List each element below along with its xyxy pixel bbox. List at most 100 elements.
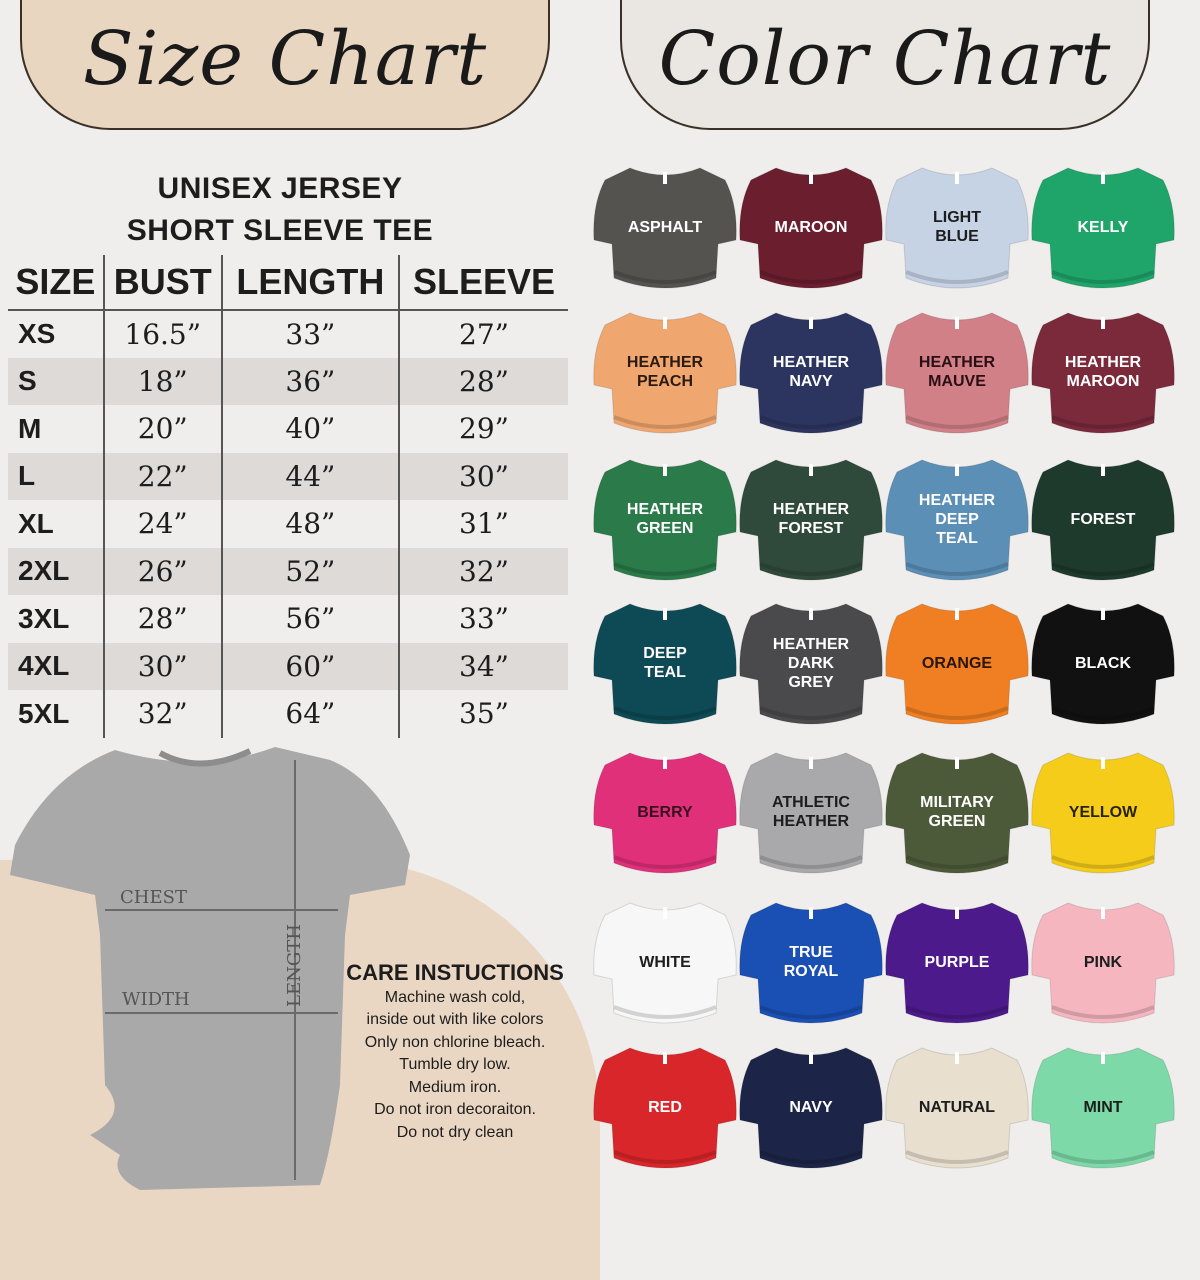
table-row: M 20” 40” 29” <box>8 405 568 453</box>
color-name: HEATHER MAROON <box>1064 354 1142 390</box>
table-cell: S <box>8 357 104 405</box>
color-swatch: TRUE ROYAL <box>736 895 886 1035</box>
table-cell: 34” <box>397 642 568 690</box>
table-cell: 20” <box>102 405 222 453</box>
color-name: HEATHER DARK GREY <box>772 635 850 691</box>
tshirt-icon <box>593 603 737 725</box>
table-cell: 28” <box>102 595 222 643</box>
color-name: HEATHER MAUVE <box>918 354 996 390</box>
color-swatch: ORANGE <box>882 596 1032 736</box>
table-row: 3XL 28” 56” 33” <box>8 595 568 643</box>
table-cell: 26” <box>102 547 222 595</box>
color-swatch: WHITE <box>590 895 740 1035</box>
product-subtitle-1: UNISEX JERSEY <box>157 172 403 205</box>
care-line: Only non chlorine bleach. <box>364 1033 546 1051</box>
table-row: 5XL 32” 64” 35” <box>8 690 568 738</box>
color-swatch: HEATHER PEACH <box>590 305 740 445</box>
tshirt-icon <box>593 459 737 581</box>
tshirt-icon <box>739 902 883 1024</box>
table-cell: 5XL <box>18 697 70 729</box>
color-swatch: BERRY <box>590 745 740 885</box>
tshirt-icon <box>739 167 883 289</box>
table-cell: 30” <box>397 452 568 500</box>
table-cell: 16.5” <box>102 310 222 358</box>
color-swatch: ATHLETIC HEATHER <box>736 745 886 885</box>
color-name: LIGHT BLUE <box>933 209 981 245</box>
color-swatch: HEATHER NAVY <box>736 305 886 445</box>
color-name: HEATHER PEACH <box>626 354 704 390</box>
tshirt-icon <box>885 312 1029 434</box>
column-header: SIZE <box>8 255 104 311</box>
table-row: XS 16.5” 33” 27” <box>8 310 568 358</box>
length-label: LENGTH <box>284 924 305 1007</box>
color-swatch: FOREST <box>1028 452 1178 592</box>
tshirt-icon <box>885 167 1029 289</box>
width-label: WIDTH <box>122 989 190 1010</box>
color-name: ATHLETIC HEATHER <box>772 794 850 830</box>
color-swatch: NATURAL <box>882 1040 1032 1180</box>
color-swatch: HEATHER DARK GREY <box>736 596 886 736</box>
color-name: DEEP TEAL <box>643 645 687 681</box>
table-row: 2XL 26” 52” 32” <box>8 547 568 595</box>
table-cell: 24” <box>102 500 222 548</box>
table-cell: 18” <box>102 357 222 405</box>
tshirt-icon <box>1031 312 1175 434</box>
color-name: HEATHER GREEN <box>626 501 704 537</box>
color-swatch: ASPHALT <box>590 160 740 300</box>
table-cell: 32” <box>102 690 222 738</box>
color-name: MINT <box>1083 1098 1123 1116</box>
table-row: L 22” 44” 30” <box>8 452 568 500</box>
table-cell: 48” <box>220 500 399 548</box>
table-cell: 28” <box>397 357 568 405</box>
tshirt-icon <box>739 1047 883 1169</box>
column-header: SLEEVE <box>397 255 568 311</box>
color-swatch: KELLY <box>1028 160 1178 300</box>
color-swatch: MINT <box>1028 1040 1178 1180</box>
color-name: PURPLE <box>924 953 990 971</box>
color-swatch: HEATHER DEEP TEAL <box>882 452 1032 592</box>
size-table: SIZE BUST LENGTH SLEEVE XS 16.5” 33” 27” S 18” 36”… <box>8 255 568 738</box>
color-name: KELLY <box>1077 218 1129 236</box>
tshirt-icon <box>593 752 737 874</box>
table-cell: 27” <box>397 310 568 358</box>
table-cell: M <box>18 412 42 444</box>
color-swatch: NAVY <box>736 1040 886 1180</box>
table-cell: 36” <box>220 357 399 405</box>
tshirt-icon <box>1031 459 1175 581</box>
color-swatch: PINK <box>1028 895 1178 1035</box>
color-name: HEATHER NAVY <box>772 354 850 390</box>
tshirt-icon <box>885 459 1029 581</box>
tshirt-icon <box>1031 902 1175 1024</box>
table-cell: 3XL <box>18 602 70 634</box>
color-name: NAVY <box>789 1098 833 1116</box>
chest-label: CHEST <box>120 887 187 908</box>
table-cell: 30” <box>102 642 222 690</box>
table-cell: 4XL <box>8 642 104 690</box>
table-cell: 31” <box>397 500 568 548</box>
color-name: NATURAL <box>918 1098 996 1116</box>
care-line: Do not dry clean <box>396 1123 514 1141</box>
color-swatch: PURPLE <box>882 895 1032 1035</box>
tshirt-icon <box>739 752 883 874</box>
color-name: MAROON <box>774 218 848 236</box>
color-name: ASPHALT <box>627 218 703 236</box>
color-name: PINK <box>1083 953 1123 971</box>
care-line: Tumble dry low. <box>399 1056 511 1073</box>
grey-tshirt-diagram: CHEST WIDTH LENGTH <box>10 747 410 1190</box>
table-cell: 60” <box>220 642 399 690</box>
color-swatch: HEATHER GREEN <box>590 452 740 592</box>
color-name: FOREST <box>1070 510 1136 528</box>
color-name: WHITE <box>639 953 691 971</box>
color-name: BLACK <box>1075 654 1131 672</box>
table-cell: 40” <box>220 405 399 453</box>
table-cell: XS <box>18 318 56 350</box>
table-cell: 64” <box>220 690 399 738</box>
column-header: LENGTH <box>220 255 399 311</box>
color-name: ORANGE <box>921 654 993 672</box>
tshirt-icon <box>739 603 883 725</box>
table-cell: 33” <box>220 310 399 358</box>
tshirt-icon <box>1031 603 1175 725</box>
table-cell: 32” <box>397 547 568 595</box>
color-name: YELLOW <box>1068 803 1138 821</box>
product-subtitle-2: SHORT SLEEVE TEE <box>126 214 434 247</box>
